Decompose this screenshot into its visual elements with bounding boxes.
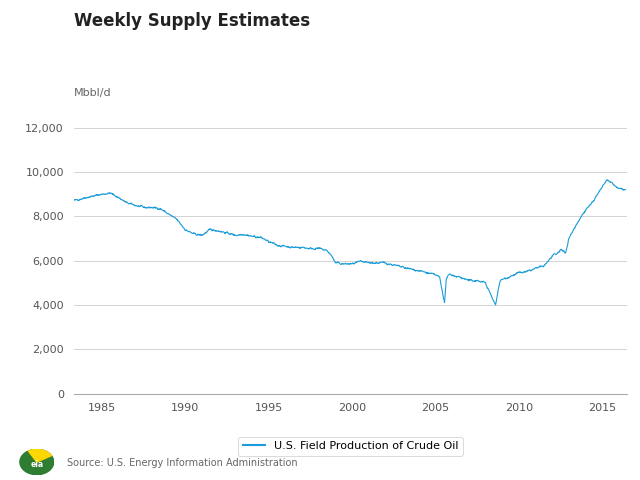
Text: eia: eia [30,460,44,468]
Wedge shape [28,449,51,462]
Text: Source: U.S. Energy Information Administration: Source: U.S. Energy Information Administ… [67,458,298,468]
Text: Mbbl/d: Mbbl/d [74,88,111,98]
Circle shape [20,449,54,475]
Text: Weekly Supply Estimates: Weekly Supply Estimates [74,12,310,30]
Legend: U.S. Field Production of Crude Oil: U.S. Field Production of Crude Oil [238,437,463,456]
